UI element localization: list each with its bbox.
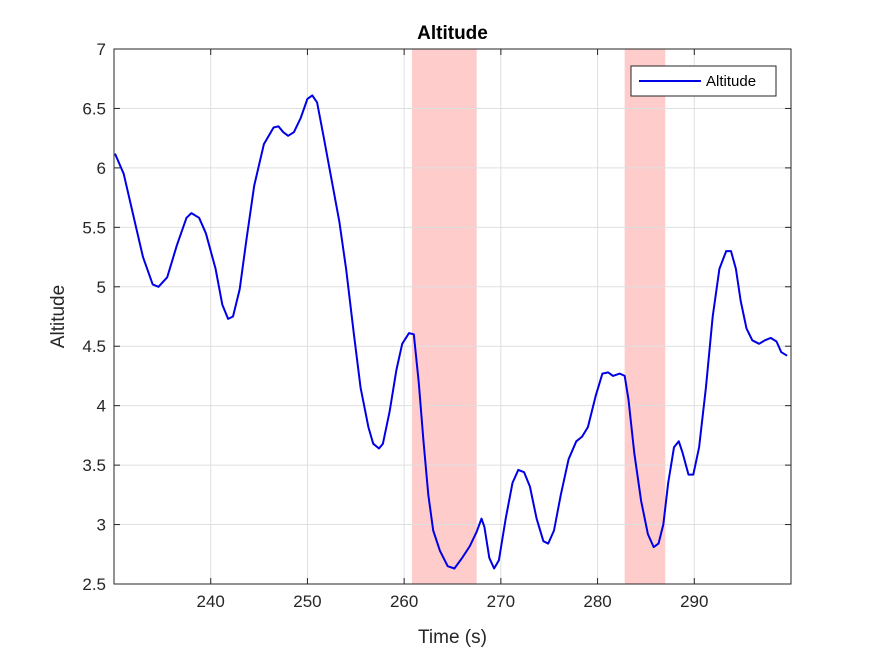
y-tick-label: 3.5 (82, 456, 106, 475)
x-tick-label: 240 (197, 592, 225, 611)
y-tick-label: 5 (97, 278, 106, 297)
shaded-region-1 (411, 49, 477, 584)
legend-label-altitude: Altitude (706, 73, 756, 90)
series-line-1 (114, 94, 788, 570)
chart-title: Altitude (417, 23, 488, 44)
x-tick-label: 280 (583, 592, 611, 611)
y-tick-label: 7 (97, 40, 106, 59)
y-tick-label: 6 (97, 159, 106, 178)
y-tick-label: 6.5 (82, 99, 106, 118)
y-tick-label: 4 (97, 397, 106, 416)
y-tick-label: 3 (97, 516, 106, 535)
x-tick-label: 290 (680, 592, 708, 611)
x-tick-label: 270 (487, 592, 515, 611)
y-tick-label: 4.5 (82, 337, 106, 356)
x-tick-label: 260 (390, 592, 418, 611)
y-axis-title: Altitude (48, 285, 69, 348)
y-tick-label: 5.5 (82, 218, 106, 237)
legend: Altitude (630, 65, 777, 97)
shaded-region-2 (624, 49, 666, 584)
y-tick-label: 2.5 (82, 575, 106, 594)
plot-frame (113, 48, 792, 585)
x-tick-label: 250 (293, 592, 321, 611)
x-axis-title: Time (s) (418, 627, 487, 648)
